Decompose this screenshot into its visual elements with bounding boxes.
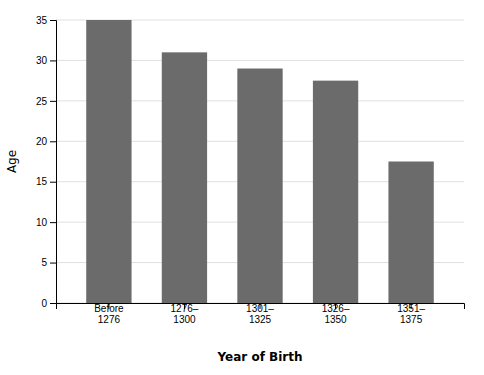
x-tick-label: 1326–1350 [322,303,350,325]
x-tick: Before1276 [94,303,124,325]
x-axis: Before1276 1276–1300 1301–1325 1326–1350 135… [57,303,465,325]
y-tick-mark [50,60,56,61]
y-tick-label: 25 [36,96,48,107]
y-tick-mark [50,101,56,102]
x-tick-label: 1351–1375 [397,303,425,325]
bars [86,20,434,303]
y-axis-line [50,21,57,304]
x-tick: 1326–1350 [322,303,350,325]
bar [313,81,358,303]
y-tick-label: 20 [36,136,48,147]
grid [56,20,464,303]
y-axis: 0 5 10 15 20 25 30 35 [36,15,57,309]
x-tick-label: Before1276 [94,303,124,325]
y-tick: 25 [36,96,56,107]
chart: 0 5 10 15 20 25 30 35 Before1276 1276–1300 1301–13… [0,0,484,375]
bar [162,52,207,303]
y-tick-label: 35 [36,15,48,26]
x-tick-label: 1276–1300 [171,303,199,325]
y-tick: 0 [41,298,56,309]
y-tick-label: 0 [41,298,47,309]
y-tick: 10 [36,217,56,228]
bar [237,69,282,303]
x-tick-label: 1301–1325 [246,303,274,325]
y-tick-label: 10 [36,217,48,228]
y-tick: 5 [41,257,56,268]
y-tick: 15 [36,176,56,187]
y-tick-mark [50,182,56,183]
y-tick-mark [50,263,56,264]
bar [86,20,131,303]
x-tick: 1276–1300 [171,303,199,325]
y-tick: 20 [36,136,56,147]
y-axis-title: Age [5,150,19,173]
y-tick-label: 30 [36,55,48,66]
y-tick-mark [50,222,56,223]
y-tick-mark [50,141,56,142]
y-tick-mark [50,20,56,21]
x-tick: 1301–1325 [246,303,274,325]
bar [388,162,433,304]
x-tick: 1351–1375 [397,303,425,325]
x-axis-title: Year of Birth [216,350,302,364]
y-tick-label: 5 [41,257,47,268]
plot-area: 0 5 10 15 20 25 30 35 Before1276 1276–1300 1301–13… [36,15,465,325]
y-tick-label: 15 [36,176,48,187]
y-tick-mark [50,303,56,304]
y-tick: 35 [36,15,56,26]
y-tick: 30 [36,55,56,66]
